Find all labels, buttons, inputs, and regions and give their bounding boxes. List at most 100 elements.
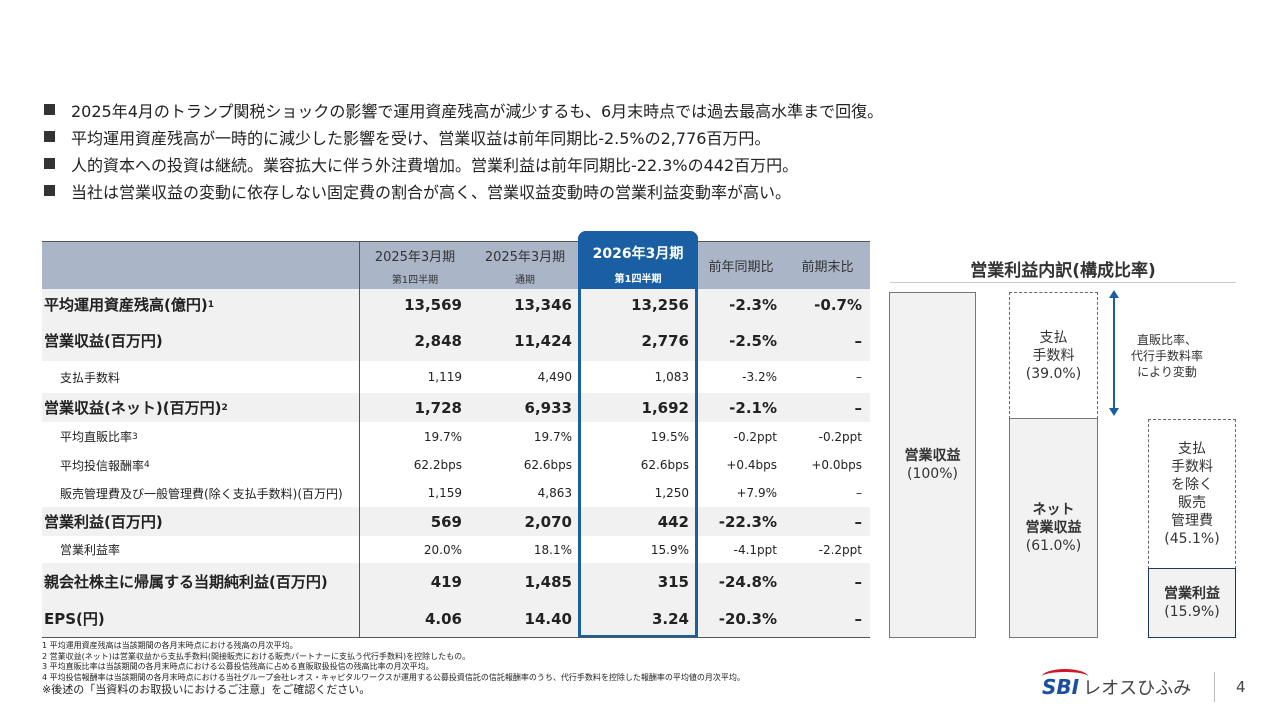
table-row: 販売管理費及び一般管理費(除く支払手数料)(百万円) 1,159 4,863 1,25… (42, 479, 870, 507)
table-cell: 62.2bps (413, 458, 462, 472)
table-cell: -0.7% (814, 295, 862, 314)
table-cell: 6,933 (524, 398, 572, 417)
col-header: 前期末比 (801, 260, 854, 275)
table-cell: 20.0% (423, 542, 462, 557)
sga-block: 支払 手数料 を除く 販売 管理費 (45.1%) (1148, 419, 1236, 569)
fee-block: 支払 手数料 (39.0%) (1009, 292, 1098, 419)
footnote: 1 平均運用資産残高は当該期間の各月末時点における残高の月次平均。 (42, 641, 298, 650)
table-cell: 1,159 (427, 486, 462, 500)
col-header: 2025年3月期 通期 (484, 249, 566, 286)
table-cell: 14.40 (524, 609, 572, 628)
double-arrow-icon (1109, 290, 1119, 416)
table-header: 2025年3月期 第1四半期 2025年3月期 通期 前年同期比 前期末比 (42, 241, 870, 289)
caution-note: ※後述の「当資料のお取扱いにおけるご注意」をご確認ください。 (42, 683, 371, 696)
bullet-text: 人的資本への投資は継続。業容拡大に伴う外注費増加。営業利益は前年同期比-22.3… (71, 155, 799, 175)
table-cell: +0.0bps (811, 458, 862, 472)
table-cell: 315 (657, 572, 689, 591)
table-cell: -3.2% (742, 370, 777, 384)
footnote: 3 平均直販比率は当該期間の各月末時点における公募投信残高に占める直販取扱投信の… (42, 662, 434, 671)
table-cell: 62.6bps (640, 458, 689, 472)
table-cell: 442 (657, 512, 689, 531)
table-cell: -0.2ppt (733, 429, 777, 444)
table-row: 営業収益(ネット)(百万円) 2 1,728 6,933 1,692 -2.1% – (42, 393, 870, 422)
col-header: 前年同期比 (708, 260, 774, 275)
table-cell: +0.4bps (726, 458, 777, 472)
arrow-note: 直販比率、 代行手数料率 により変動 (1130, 333, 1203, 379)
table-cell: – (856, 486, 862, 500)
table-cell: 1,728 (414, 398, 462, 417)
table-cell: 2,848 (414, 331, 462, 350)
table-cell: 13,256 (631, 295, 689, 314)
table-cell: 4.06 (424, 609, 462, 628)
footer-divider (1214, 672, 1215, 702)
table-cell: 19.5% (650, 429, 689, 444)
square-bullet-icon (44, 104, 55, 115)
table-cell: 62.6bps (523, 458, 572, 472)
table-cell: -4.1ppt (733, 542, 777, 557)
table-cell: 13,569 (404, 295, 462, 314)
row-label: 営業収益(百万円) (42, 320, 360, 361)
table-row: 平均運用資産残高(億円) 1 13,569 13,346 13,256 -2.3% -0.7… (42, 289, 870, 320)
table-cell: -2.2ppt (818, 542, 862, 557)
table-cell: 1,083 (654, 370, 689, 384)
bullet-item: 平均運用資産残高が一時的に減少した影響を受け、営業収益は前年同期比-2.5%の2… (44, 123, 883, 150)
highlight-column-header: 2026年3月期 第1四半期 (578, 231, 698, 289)
table-cell: -2.3% (729, 295, 777, 314)
table-row: 営業利益(百万円) 569 2,070 442 -22.3% – (42, 507, 870, 536)
table-cell: -2.5% (729, 331, 777, 350)
row-label: 営業収益(ネット)(百万円) 2 (42, 393, 360, 422)
col-header: 2025年3月期 第1四半期 (374, 249, 456, 286)
table-cell: – (854, 331, 863, 350)
table-cell: -20.3% (718, 609, 777, 628)
table-cell: 2,070 (524, 512, 572, 531)
revenue-block: 営業収益 (100%) (889, 292, 976, 638)
table-cell: 18.1% (533, 542, 572, 557)
table-cell: 3.24 (651, 609, 689, 628)
table-row: 営業利益率 20.0% 18.1% 15.9% -4.1ppt -2.2ppt (42, 536, 870, 563)
table-cell: 4,490 (537, 370, 572, 384)
table-cell: – (854, 609, 863, 628)
table-cell: 19.7% (533, 429, 572, 444)
table-cell: -2.1% (729, 398, 777, 417)
table-cell: -0.2ppt (818, 429, 862, 444)
operating-profit-block: 営業利益 (15.9%) (1148, 568, 1236, 638)
table-cell: 11,424 (514, 331, 572, 350)
row-label: 親会社株主に帰属する当期純利益(百万円) (42, 563, 360, 600)
diagram-title: 営業利益内訳(構成比率) (970, 261, 1156, 281)
bullet-item: 当社は営業収益の変動に依存しない固定費の割合が高く、営業収益変動時の営業利益変動… (44, 177, 883, 204)
table-cell: -22.3% (718, 512, 777, 531)
table-bottom-rule (42, 637, 870, 638)
table-cell: 4,863 (537, 486, 572, 500)
table-cell: 1,119 (427, 370, 462, 384)
footnotes: 1 平均運用資産残高は当該期間の各月末時点における残高の月次平均。 2 営業収益… (42, 641, 745, 697)
table-cell: 15.9% (650, 542, 689, 557)
table-cell: – (854, 512, 863, 531)
table-cell: 1,250 (654, 486, 689, 500)
table-cell: – (854, 398, 863, 417)
bullet-item: 2025年4月のトランプ関税ショックの影響で運用資産残高が減少するも、6月末時点… (44, 96, 883, 123)
table-row: 支払手数料 1,119 4,490 1,083 -3.2% – (42, 361, 870, 393)
table-row: 営業収益(百万円) 2,848 11,424 2,776 -2.5% – (42, 320, 870, 361)
table-cell: +7.9% (736, 486, 777, 500)
footnote: 4 平均投信報酬率は当該期間の各月末時点における当社グループ会社レオス・キャピタ… (42, 672, 745, 682)
table-cell: 569 (430, 512, 462, 531)
row-label: 支払手数料 (42, 361, 360, 393)
table-cell: 19.7% (423, 429, 462, 444)
bullet-text: 2025年4月のトランプ関税ショックの影響で運用資産残高が減少するも、6月末時点… (71, 101, 884, 121)
company-logo: SBI レオスひふみ (1042, 669, 1192, 699)
row-label: 平均投信報酬率 4 (42, 451, 360, 479)
table-cell: – (856, 370, 862, 384)
square-bullet-icon (44, 158, 55, 169)
bullet-text: 平均運用資産残高が一時的に減少した影響を受け、営業収益は前年同期比-2.5%の2… (71, 128, 771, 148)
table-cell: 1,485 (524, 572, 572, 591)
square-bullet-icon (44, 131, 55, 142)
row-label: 営業利益(百万円) (42, 507, 360, 536)
financial-table: 2025年3月期 第1四半期 2025年3月期 通期 前年同期比 前期末比 平均運用… (42, 241, 870, 637)
row-label: 販売管理費及び一般管理費(除く支払手数料)(百万円) (42, 479, 360, 507)
row-label: 営業利益率 (42, 536, 360, 563)
table-cell: – (854, 572, 863, 591)
table-cell: -24.8% (718, 572, 777, 591)
table-row: 平均投信報酬率 4 62.2bps 62.6bps 62.6bps +0.4bps +0.0… (42, 451, 870, 479)
footnote: 2 営業収益(ネット)は営業収益から支払手数料(間接販売における販売パートナーに… (42, 651, 471, 661)
net-revenue-block: ネット 営業収益 (61.0%) (1009, 418, 1098, 638)
